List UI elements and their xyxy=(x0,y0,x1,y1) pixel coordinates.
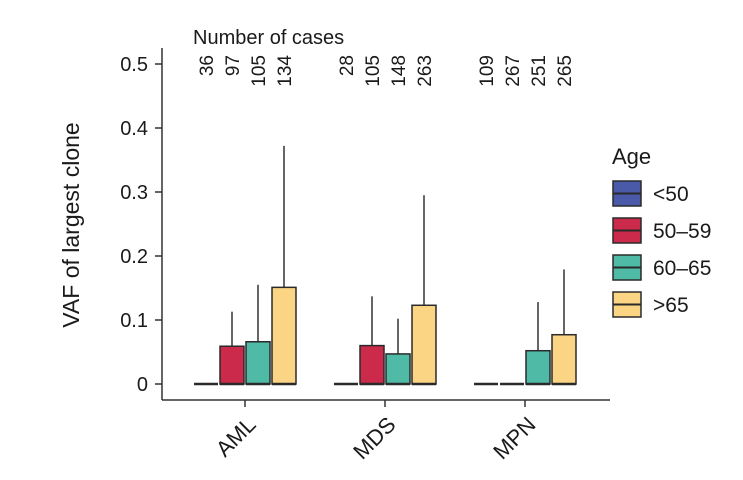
x-tick-label-mpn: MPN xyxy=(488,412,540,464)
bar xyxy=(359,344,385,385)
y-tick-label: 0.1 xyxy=(120,310,148,332)
bar xyxy=(385,353,411,385)
x-tick-label-mds: MDS xyxy=(348,412,400,464)
bar xyxy=(245,341,271,385)
y-tick-label: 0.5 xyxy=(120,54,148,76)
case-count-label: 263 xyxy=(415,55,436,87)
case-count-label: 265 xyxy=(555,55,576,87)
legend-label: >65 xyxy=(653,294,689,317)
y-axis: 0 0.1 0.2 0.3 0.4 0.5 xyxy=(120,48,163,400)
y-tick-label: 0.4 xyxy=(120,118,148,140)
case-count-label: 105 xyxy=(249,55,270,87)
y-axis-label: VAF of largest clone xyxy=(58,122,84,327)
legend: Age <50 50–59 60–65 >65 xyxy=(612,144,711,318)
bar xyxy=(551,333,577,385)
case-count-label: 28 xyxy=(337,55,358,76)
legend-label: <50 xyxy=(653,183,689,206)
case-count-label: 105 xyxy=(363,55,384,87)
bar xyxy=(271,286,297,385)
case-count-label: 251 xyxy=(529,55,550,87)
y-tick-label: 0 xyxy=(137,374,148,396)
case-count-label: 267 xyxy=(503,55,524,87)
case-count-label: 148 xyxy=(389,55,410,87)
x-tick-label-aml: AML xyxy=(211,412,261,462)
case-count-label: 36 xyxy=(197,55,218,76)
bar xyxy=(411,304,437,385)
whiskers xyxy=(231,145,565,354)
bar xyxy=(219,345,245,385)
legend-title: Age xyxy=(612,144,651,169)
bar xyxy=(525,349,551,385)
case-count-label: 134 xyxy=(275,55,296,87)
y-tick-label: 0.2 xyxy=(120,246,148,268)
cases-annotation-title: Number of cases xyxy=(193,27,344,49)
x-axis: AML MDS MPN xyxy=(162,399,610,464)
legend-label: 60–65 xyxy=(653,257,711,280)
case-count-label: 97 xyxy=(223,55,244,76)
legend-label: 50–59 xyxy=(653,220,711,243)
y-tick-label: 0.3 xyxy=(120,182,148,204)
case-count-label: 109 xyxy=(477,55,498,87)
bars xyxy=(194,286,577,386)
